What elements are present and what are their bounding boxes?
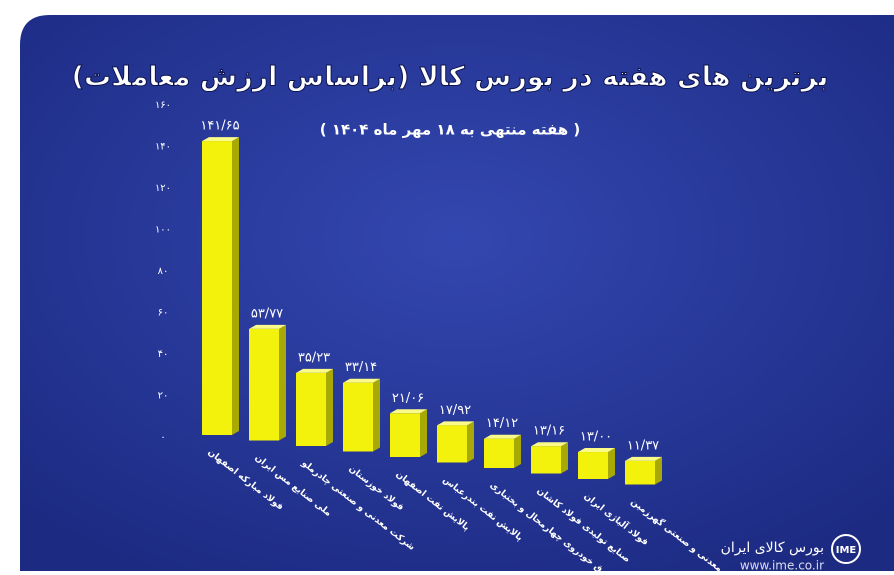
chart-title: برترین های هفته در بورس کالا (براساس ارز… (72, 62, 829, 93)
footer-name: بورس کالای ایران (721, 540, 824, 556)
bar-side (232, 137, 239, 436)
bar (390, 413, 420, 457)
bar-side (514, 434, 521, 468)
bar-top (202, 137, 239, 142)
footer: IME بورس کالای ایران www.ime.co.ir (721, 534, 861, 573)
bar-side (561, 442, 568, 474)
value-label: ۵۳/۷۷ (251, 306, 283, 321)
bar (296, 372, 326, 446)
bar-side (373, 378, 380, 452)
bar-top (484, 434, 521, 439)
bar-top (296, 368, 333, 373)
y-tick-label: ۱۰۰ (155, 225, 171, 236)
y-tick-label: ۱۴۰ (155, 142, 171, 153)
value-label: ۱۱/۳۷ (627, 438, 659, 453)
bar-side (420, 409, 427, 457)
logo: IME (836, 545, 857, 556)
y-tick-label: ۱۲۰ (155, 183, 171, 194)
value-label: ۱۴/۱۲ (486, 416, 518, 431)
value-label: ۳۵/۲۳ (298, 350, 330, 365)
bar (249, 328, 279, 441)
value-label: ۱۳/۱۶ (533, 424, 565, 439)
bar-top (343, 378, 380, 383)
value-label: ۱۴۱/۶۵ (200, 119, 239, 134)
bar-top (390, 409, 427, 414)
logo-ring (831, 534, 861, 564)
y-tick-label: ۸۰ (158, 266, 169, 277)
bar-side (326, 368, 333, 446)
bar-top (625, 456, 662, 461)
bar-top (578, 448, 615, 453)
value-label: ۱۷/۹۲ (439, 403, 471, 418)
bar-side (467, 421, 474, 463)
value-label: ۱۳/۰۰ (580, 430, 612, 445)
value-label: ۳۳/۱۴ (345, 360, 377, 375)
bar (437, 425, 467, 463)
bar (625, 460, 655, 485)
footer-url: www.ime.co.ir (740, 559, 824, 572)
y-tick-label: ۲۰ (158, 391, 169, 402)
bar-top (249, 324, 286, 329)
bar-side (608, 448, 615, 479)
y-tick-label: ۴۰ (158, 349, 169, 360)
bar-top (531, 442, 568, 447)
bar (578, 452, 608, 479)
bar-side (655, 456, 662, 485)
bar (343, 382, 373, 452)
bar (202, 141, 232, 436)
y-tick-label: ۱۶۰ (155, 100, 171, 111)
chart-subtitle: ( هفته منتهی به ۱۸ مهر ماه ۱۴۰۴ ) (320, 121, 581, 139)
bar (531, 446, 561, 474)
value-label: ۲۱/۰۶ (392, 391, 424, 406)
bar-top (437, 421, 474, 426)
bar (484, 438, 514, 468)
bar-side (279, 324, 286, 441)
y-tick-label: ۶۰ (158, 308, 169, 319)
y-tick-label: ۰ (160, 432, 165, 443)
